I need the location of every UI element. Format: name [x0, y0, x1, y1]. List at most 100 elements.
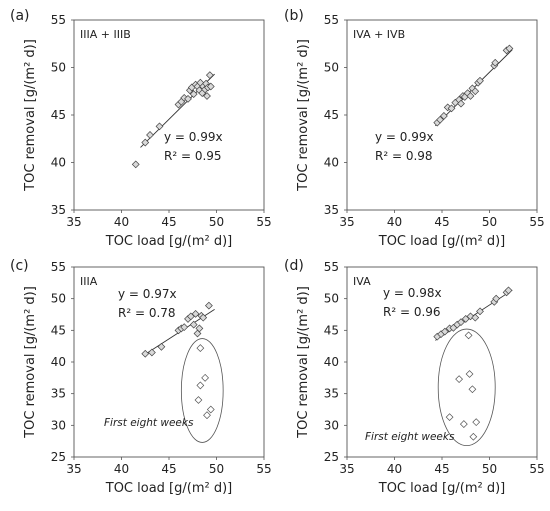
panel-b-x-tick-label: 55 — [529, 215, 544, 229]
panel-d-annotation-label: First eight weeks — [365, 431, 455, 443]
panel-a-x-tick-label: 55 — [256, 215, 271, 229]
panel-c-outlier-point — [196, 344, 205, 352]
panel-c-fit-equation: y = 0.97x — [118, 287, 177, 301]
panel-b-x-tick-label: 40 — [387, 215, 402, 229]
panel-c-x-tick-label: 40 — [114, 462, 129, 476]
panel-c-annotation-label: First eight weeks — [104, 417, 194, 429]
panel-d-data-point — [457, 318, 465, 326]
panel-d-data-point — [471, 313, 480, 322]
panel-a: 35 40 45 50 55 35 40 45 50 55 TOC load [g/(m² d)] T… — [10, 8, 272, 249]
panel-c-data-point — [199, 313, 208, 322]
panel-b-y-tick-label: 45 — [324, 108, 339, 122]
panel-d-y-tick-label: 50 — [324, 292, 339, 306]
panel-d-plot-frame — [346, 266, 538, 458]
panel-c-panel-letter: (c) — [10, 258, 29, 274]
panel-b-data-point — [466, 92, 475, 100]
panel-d-y-tick-label: 45 — [324, 323, 339, 337]
panel-b-data-point — [440, 112, 448, 120]
panel-b-panel-tag: IVA + IVB — [353, 28, 405, 41]
panel-d-r-squared: R² = 0.96 — [383, 305, 441, 319]
panel-a-data-point — [146, 131, 154, 139]
panel-a-y-tick-label: 35 — [51, 203, 66, 217]
panel-d-outlier-ellipse — [437, 328, 496, 447]
panel-c-panel-tag: IIIA — [80, 275, 98, 288]
panel-a-y-axis-title: TOC removal [g/(m² d)] — [23, 39, 38, 192]
panel-c-data-point — [141, 349, 150, 358]
panel-d-x-tick-label: 45 — [434, 462, 449, 476]
panel-d-x-tick-label: 50 — [482, 462, 497, 476]
panel-c-data-point — [205, 301, 213, 310]
panel-c-y-axis-title: TOC removal [g/(m² d)] — [23, 286, 38, 439]
panel-b-data-point — [436, 115, 444, 124]
panel-a-data-point — [141, 138, 150, 147]
panel-c-x-tick-label: 35 — [66, 462, 81, 476]
panel-d-x-tick-label: 55 — [529, 462, 544, 476]
panel-c-outlier-ellipse — [180, 338, 224, 443]
panel-d-x-axis-title: TOC load [g/(m² d)] — [378, 481, 505, 496]
panel-c-outlier-point — [196, 381, 205, 390]
panel-c-outlier-point — [203, 411, 211, 420]
panel-d-data-point — [492, 294, 501, 303]
panel-a-y-tick-label: 55 — [51, 13, 66, 27]
panel-b-data-point — [471, 87, 480, 96]
panel-a-plot-frame — [73, 19, 265, 211]
panel-b-panel-letter: (b) — [284, 8, 304, 24]
panel-b-y-tick-label: 35 — [324, 203, 339, 217]
panel-c-outlier-point — [194, 396, 203, 404]
panel-d: 35 40 45 50 55 25 30 35 40 45 50 55 TOC load [g/(m² … — [284, 258, 545, 496]
panel-d-y-tick-label: 40 — [324, 355, 339, 369]
panel-d-outlier-point — [464, 331, 473, 340]
panel-a-r-squared: R² = 0.95 — [164, 149, 222, 163]
panel-b-data-point — [476, 76, 484, 85]
panel-a-panel-letter: (a) — [10, 8, 30, 24]
panel-c-x-axis-title: TOC load [g/(m² d)] — [105, 481, 232, 496]
panel-d-outlier-point — [469, 432, 478, 441]
panel-a-data-point — [206, 82, 215, 91]
panel-b-fit-equation: y = 0.99x — [375, 130, 434, 144]
panel-d-data-point — [504, 286, 513, 295]
panel-b-y-tick-label: 40 — [324, 156, 339, 170]
panel-a-data-point — [184, 94, 192, 103]
panel-c-data-point — [189, 320, 198, 329]
panel-b-x-tick-label: 35 — [339, 215, 354, 229]
panel-d-data-point — [466, 312, 475, 321]
panel-b-data-point — [491, 58, 500, 67]
panel-d-outlier-point — [468, 385, 477, 394]
panel-d-outlier-point — [465, 370, 474, 378]
panel-c-data-point — [195, 324, 204, 333]
panel-c-y-tick-label: 25 — [51, 450, 66, 464]
panel-c-y-tick-label: 45 — [51, 323, 66, 337]
panel-d-y-tick-label: 25 — [324, 450, 339, 464]
panel-d-panel-letter: (d) — [284, 258, 304, 274]
panel-a-data-point — [155, 122, 164, 131]
panel-c-data-point — [191, 309, 200, 318]
panel-b-x-tick-label: 50 — [482, 215, 497, 229]
panel-a-y-tick-label: 40 — [51, 156, 66, 170]
panel-c-outlier-point — [206, 405, 215, 414]
panel-d-y-tick-label: 35 — [324, 387, 339, 401]
panel-d-x-tick-label: 40 — [387, 462, 402, 476]
panel-a-data-point — [189, 90, 198, 98]
panel-b-x-axis-title: TOC load [g/(m² d)] — [378, 234, 505, 249]
panel-d-outlier-point — [445, 413, 454, 421]
panel-a-data-point — [131, 160, 140, 169]
panel-c-y-tick-label: 55 — [51, 260, 66, 274]
panel-d-data-point — [476, 307, 484, 316]
panel-c-x-tick-label: 55 — [256, 462, 271, 476]
panel-a-data-point — [203, 92, 211, 100]
panel-a-x-tick-label: 40 — [114, 215, 129, 229]
panel-b-r-squared: R² = 0.98 — [375, 149, 433, 163]
panel-a-data-point — [205, 71, 214, 79]
panel-c-x-tick-label: 50 — [209, 462, 224, 476]
panel-a-x-tick-label: 45 — [161, 215, 176, 229]
panel-a-x-tick-label: 35 — [66, 215, 81, 229]
panel-d-y-tick-label: 30 — [324, 418, 339, 432]
panel-d-x-tick-label: 35 — [339, 462, 354, 476]
panel-a-y-tick-label: 45 — [51, 108, 66, 122]
panel-c-y-tick-label: 30 — [51, 418, 66, 432]
panel-c-x-tick-label: 45 — [161, 462, 176, 476]
panel-d-outlier-point — [472, 418, 481, 427]
panel-d-outlier-point — [455, 375, 463, 383]
panel-b-data-point — [505, 44, 514, 53]
